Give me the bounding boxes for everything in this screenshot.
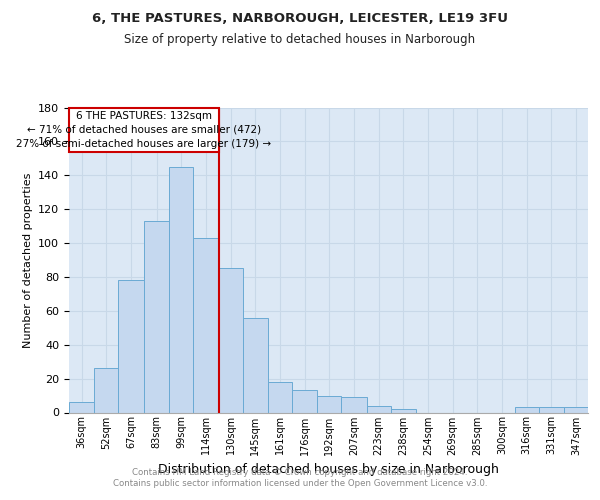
Text: 6 THE PASTURES: 132sqm
← 71% of detached houses are smaller (472)
27% of semi-de: 6 THE PASTURES: 132sqm ← 71% of detached… xyxy=(16,110,271,148)
Bar xyxy=(144,221,169,412)
Bar xyxy=(169,167,193,412)
Bar xyxy=(317,396,341,412)
Bar xyxy=(69,402,94,412)
Bar xyxy=(515,408,539,412)
FancyBboxPatch shape xyxy=(69,108,218,152)
Bar xyxy=(292,390,317,412)
Text: Size of property relative to detached houses in Narborough: Size of property relative to detached ho… xyxy=(124,32,476,46)
Bar xyxy=(367,406,391,412)
Bar xyxy=(242,318,268,412)
Bar xyxy=(193,238,218,412)
Bar xyxy=(539,408,564,412)
Text: 6, THE PASTURES, NARBOROUGH, LEICESTER, LE19 3FU: 6, THE PASTURES, NARBOROUGH, LEICESTER, … xyxy=(92,12,508,26)
Bar xyxy=(341,397,367,412)
Bar xyxy=(118,280,144,412)
Bar xyxy=(268,382,292,412)
Bar xyxy=(391,409,416,412)
X-axis label: Distribution of detached houses by size in Narborough: Distribution of detached houses by size … xyxy=(158,463,499,476)
Text: Contains HM Land Registry data © Crown copyright and database right 2024.
Contai: Contains HM Land Registry data © Crown c… xyxy=(113,468,487,487)
Bar xyxy=(564,408,588,412)
Bar xyxy=(94,368,118,412)
Y-axis label: Number of detached properties: Number of detached properties xyxy=(23,172,32,348)
Bar xyxy=(218,268,242,412)
